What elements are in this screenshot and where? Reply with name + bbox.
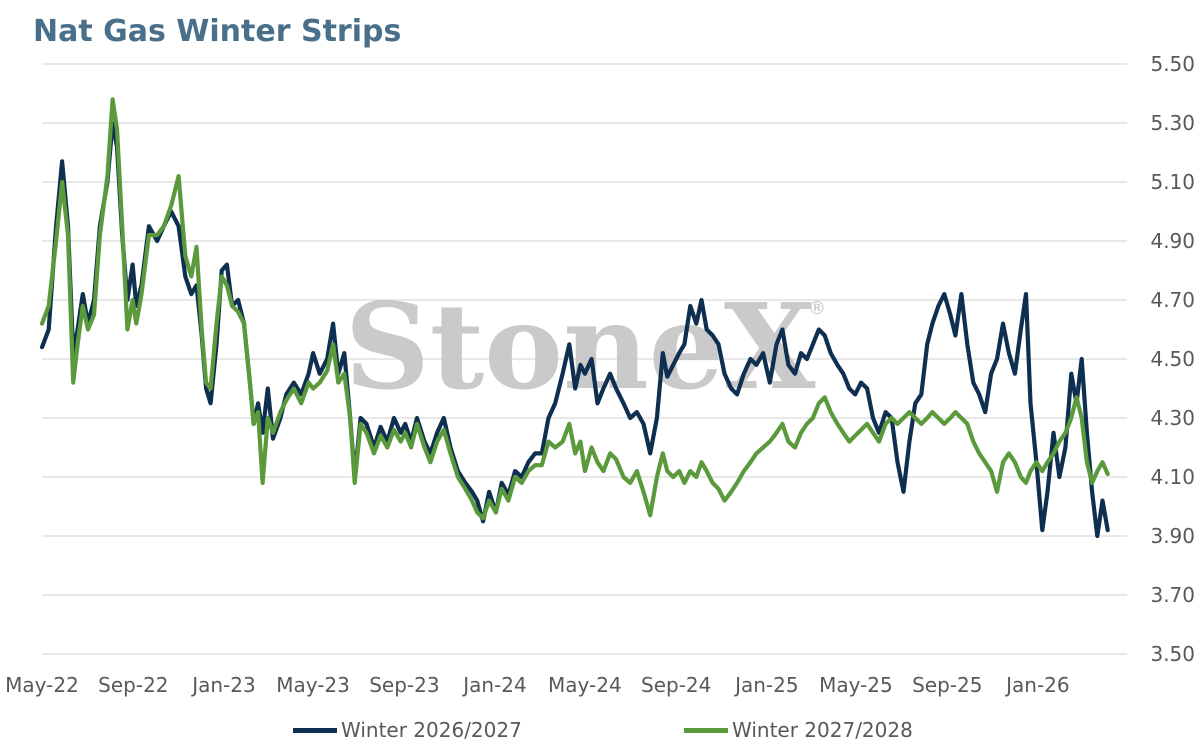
gridlines bbox=[42, 63, 1127, 655]
x-tick-label: Sep-25 bbox=[912, 673, 982, 697]
y-tick-label: 4.90 bbox=[1150, 229, 1195, 253]
legend-item-winter-2027-2028: Winter 2027/2028 bbox=[684, 718, 913, 742]
x-tick-label: Sep-23 bbox=[369, 673, 439, 697]
y-tick-label: 3.90 bbox=[1150, 524, 1195, 548]
x-tick-label: Jan-26 bbox=[1004, 673, 1070, 697]
x-tick-label: May-24 bbox=[548, 673, 622, 697]
legend-item-winter-2026-2027: Winter 2026/2027 bbox=[293, 718, 522, 742]
y-tick-label: 4.50 bbox=[1150, 347, 1195, 371]
x-tick-label: May-23 bbox=[276, 673, 350, 697]
x-tick-label: Jan-24 bbox=[461, 673, 527, 697]
legend-label: Winter 2026/2027 bbox=[341, 718, 522, 742]
x-tick-label: May-22 bbox=[5, 673, 79, 697]
y-tick-label: 3.50 bbox=[1150, 642, 1195, 666]
legend-swatch bbox=[684, 727, 728, 733]
legend-swatch bbox=[293, 727, 337, 733]
x-tick-label: Jan-25 bbox=[733, 673, 799, 697]
series-lines bbox=[39, 97, 1110, 539]
x-tick-label: Sep-24 bbox=[641, 673, 711, 697]
legend: Winter 2026/2027 Winter 2027/2028 bbox=[0, 718, 1201, 748]
legend-label: Winter 2027/2028 bbox=[732, 718, 913, 742]
y-tick-label: 5.10 bbox=[1150, 170, 1195, 194]
x-tick-label: May-25 bbox=[819, 673, 893, 697]
watermark-registered-mark: ® bbox=[808, 298, 826, 319]
x-tick-label: Jan-23 bbox=[190, 673, 256, 697]
y-tick-label: 3.70 bbox=[1150, 583, 1195, 607]
watermark: StoneX® bbox=[345, 277, 826, 416]
y-tick-label: 4.70 bbox=[1150, 288, 1195, 312]
chart-title: Nat Gas Winter Strips bbox=[33, 14, 402, 49]
x-tick-label: Sep-22 bbox=[98, 673, 168, 697]
x-axis-ticks: May-22 Sep-22 Jan-23 May-23 Sep-23 Jan-24 May-… bbox=[5, 673, 1069, 697]
y-tick-label: 5.50 bbox=[1150, 52, 1195, 76]
y-tick-label: 5.30 bbox=[1150, 111, 1195, 135]
series-line-winter-2027-2028 bbox=[39, 97, 1110, 521]
y-axis-ticks: 3.50 3.70 3.90 4.10 4.30 4.50 4.70 4.90 5.10 5.30… bbox=[1150, 52, 1195, 666]
y-tick-label: 4.10 bbox=[1150, 465, 1195, 489]
y-tick-label: 4.30 bbox=[1150, 406, 1195, 430]
watermark-text: StoneX bbox=[345, 277, 816, 416]
